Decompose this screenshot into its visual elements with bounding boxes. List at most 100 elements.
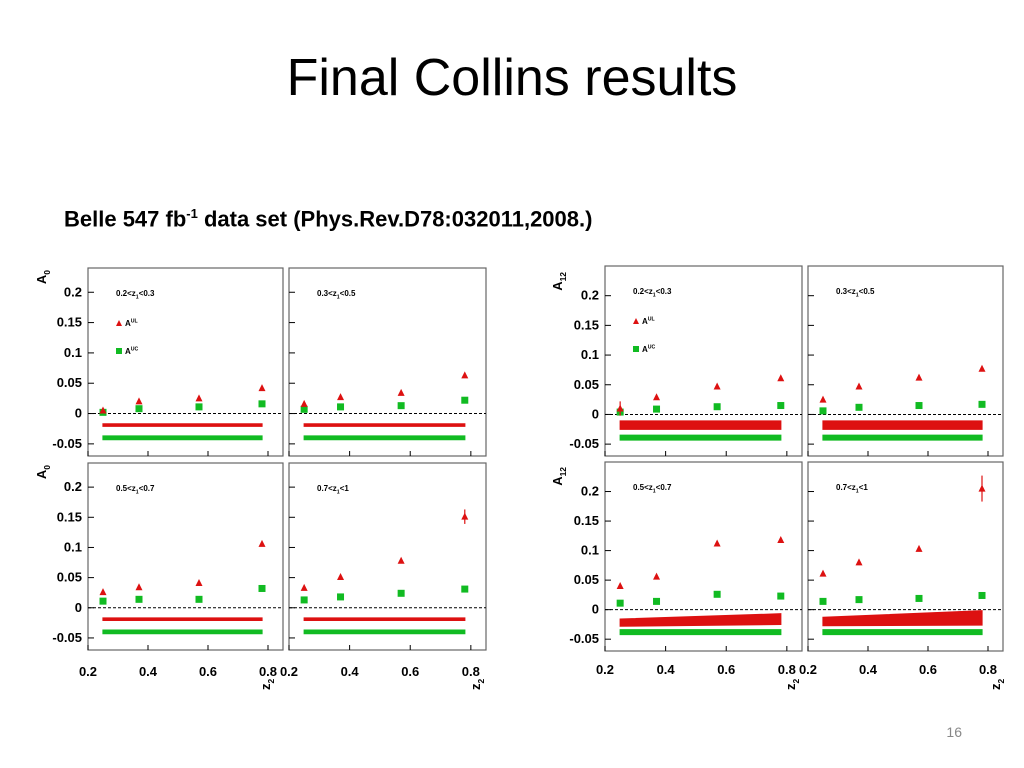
band-ul xyxy=(822,610,983,627)
band-ul xyxy=(619,613,782,627)
band-uc xyxy=(102,435,263,441)
y-tick-label: 0.2 xyxy=(64,479,82,494)
y-tick-label: -0.05 xyxy=(569,436,599,451)
ul-point xyxy=(713,539,721,547)
ul-point xyxy=(99,406,107,414)
uc-point xyxy=(819,597,827,605)
x-tick-label: 0.6 xyxy=(401,664,419,679)
band-uc xyxy=(102,629,263,635)
x-tick-label: 0.8 xyxy=(778,662,796,677)
x-axis-label: z2 xyxy=(988,679,1006,691)
ul-point xyxy=(99,588,107,596)
y-tick-label: 0.2 xyxy=(64,284,82,299)
ul-point xyxy=(195,579,203,587)
y-tick-label: 0 xyxy=(592,602,599,617)
y-tick-label: -0.05 xyxy=(569,631,599,646)
legend-uc-label: AUC xyxy=(642,344,656,354)
y-tick-label: 0.1 xyxy=(64,539,82,554)
y-tick-label: -0.05 xyxy=(52,630,82,645)
panel-label: 0.7<z1<1 xyxy=(836,483,868,495)
ul-point xyxy=(855,558,863,566)
x-axis-label: z2 xyxy=(258,679,276,691)
y-tick-label: 0 xyxy=(75,406,82,421)
uc-point xyxy=(461,396,469,404)
ul-point xyxy=(616,404,624,412)
y-tick-label: 0.15 xyxy=(574,317,599,332)
ul-point xyxy=(397,556,405,564)
x-tick-label: 0.4 xyxy=(859,662,878,677)
legend-uc-label: AUC xyxy=(125,346,139,356)
y-axis-label: A12 xyxy=(550,467,568,486)
ul-point xyxy=(915,544,923,552)
x-tick-label: 0.4 xyxy=(657,662,676,677)
y-tick-label: 0.15 xyxy=(57,509,82,524)
subtitle-rest: data set (Phys.Rev.D78:032011,2008.) xyxy=(197,206,593,232)
x-tick-label: 0.2 xyxy=(799,662,817,677)
figure-a12: A12 A12 0.2 0.15 0.1 0.05 0 -0.05 0.2<z1<0.3 AUL A… xyxy=(550,265,1006,691)
legend-uc-marker xyxy=(116,348,122,354)
uc-point xyxy=(978,591,986,599)
ul-point xyxy=(713,382,721,390)
band-ul xyxy=(619,420,782,430)
y-tick-label: 0.1 xyxy=(581,543,599,558)
uc-point xyxy=(337,593,345,601)
uc-point xyxy=(855,403,863,411)
y-tick-label: 0.05 xyxy=(574,572,599,587)
y-tick-label: 0.15 xyxy=(57,315,82,330)
uc-point xyxy=(855,596,863,604)
uc-point xyxy=(915,402,923,410)
ul-point xyxy=(337,393,345,401)
x-tick-label: 0.2 xyxy=(596,662,614,677)
uc-point xyxy=(99,597,107,605)
panel-3: 0.2 0.15 0.1 0.05 0 -0.05 0.5<z1<0.7 0.2 0.4 0.6 0… xyxy=(569,461,803,690)
subtitle-main: Belle 547 fb xyxy=(64,206,187,232)
uc-point xyxy=(915,594,923,602)
band-ul xyxy=(303,423,466,427)
ul-point xyxy=(653,572,661,580)
uc-point xyxy=(397,402,405,410)
uc-point xyxy=(195,595,203,603)
uc-point xyxy=(653,597,661,605)
uc-point xyxy=(713,590,721,598)
ul-point xyxy=(819,395,827,403)
panel-label: 0.2<z1<0.3 xyxy=(633,287,672,299)
uc-point xyxy=(777,402,785,410)
legend-ul-marker xyxy=(116,320,122,326)
ul-point xyxy=(135,583,143,591)
panel-label: 0.5<z1<0.7 xyxy=(633,483,672,495)
ul-point xyxy=(300,399,308,407)
uc-point xyxy=(461,585,469,593)
panel-1: 0.2 0.15 0.1 0.05 0 -0.05 0.2<z1<0.3 AUL AUC xyxy=(569,265,803,457)
ul-point xyxy=(258,384,266,392)
y-axis-label: A0 xyxy=(34,270,52,284)
slide-subtitle: Belle 547 fb-1 data set (Phys.Rev.D78:03… xyxy=(64,206,592,232)
panel-label: 0.3<z1<0.5 xyxy=(836,287,875,299)
legend-ul-label: AUL xyxy=(125,318,139,328)
ul-point xyxy=(978,484,986,492)
uc-point xyxy=(135,405,143,413)
panel-label: 0.7<z1<1 xyxy=(317,484,349,496)
uc-point xyxy=(195,403,203,411)
band-ul xyxy=(822,420,983,430)
band-uc xyxy=(619,434,782,441)
ul-point xyxy=(777,374,785,382)
ul-point xyxy=(616,582,624,590)
y-tick-label: 0 xyxy=(75,600,82,615)
y-tick-label: 0.2 xyxy=(581,484,599,499)
figure-a0: A0 A0 0.2 0.15 0.1 0.05 0 -0.05 0.2<z1<0.3 AUL AUC… xyxy=(34,267,487,691)
y-tick-label: 0.1 xyxy=(581,347,599,362)
uc-point xyxy=(135,595,143,603)
ul-point xyxy=(915,373,923,381)
uc-point xyxy=(300,405,308,413)
panel-3: 0.2 0.15 0.1 0.05 0 -0.05 0.5<z1<0.7 0.2 0.4 0.6 0… xyxy=(52,462,284,691)
y-tick-label: 0.05 xyxy=(57,375,82,390)
ul-point xyxy=(855,382,863,390)
ul-point xyxy=(978,364,986,372)
uc-point xyxy=(819,407,827,415)
panel-label: 0.3<z1<0.5 xyxy=(317,289,356,301)
y-tick-label: 0.2 xyxy=(581,288,599,303)
x-tick-label: 0.8 xyxy=(979,662,997,677)
uc-point xyxy=(616,599,624,607)
x-tick-label: 0.4 xyxy=(139,664,158,679)
